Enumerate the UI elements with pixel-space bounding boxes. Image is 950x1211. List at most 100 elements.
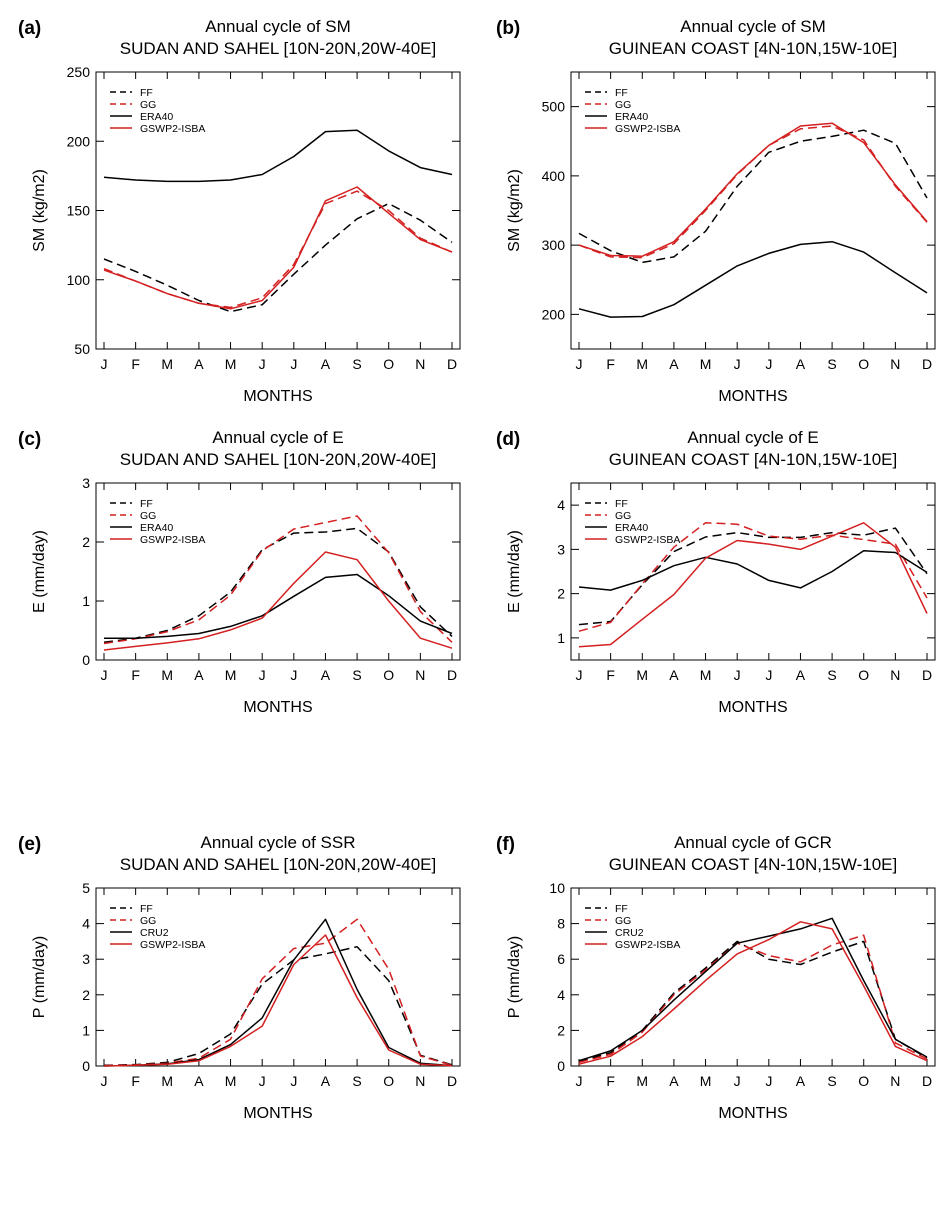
legend-label-gswp2-isba: GSWP2-ISBA — [140, 939, 205, 951]
y-axis-label: E (mm/day) — [506, 530, 523, 613]
x-tick-label: J — [734, 356, 741, 372]
x-tick-label: N — [890, 667, 900, 683]
x-tick-label: M — [700, 667, 712, 683]
x-tick-label: M — [636, 667, 648, 683]
y-axis-label: SM (kg/m2) — [506, 169, 523, 252]
y-tick-label: 2 — [557, 1022, 565, 1038]
x-tick-label: M — [700, 356, 712, 372]
chart-subtitle: SUDAN AND SAHEL [10N-20N,20W-40E] — [120, 855, 437, 874]
chart-title: Annual cycle of E — [212, 428, 343, 447]
x-tick-label: J — [290, 1073, 297, 1089]
x-tick-label: D — [922, 1073, 932, 1089]
y-tick-label: 2 — [82, 987, 90, 1003]
y-tick-label: 50 — [74, 341, 90, 357]
y-tick-label: 200 — [67, 133, 91, 149]
legend-label-ff: FF — [140, 498, 153, 510]
series-line-gg — [103, 515, 453, 645]
x-tick-label: N — [890, 356, 900, 372]
legend-label-gg: GG — [140, 99, 156, 111]
chart-subtitle: GUINEAN COAST [4N-10N,15W-10E] — [609, 450, 897, 469]
x-axis-label: MONTHS — [243, 699, 312, 716]
y-tick-label: 0 — [82, 1058, 90, 1074]
legend-label-gg: GG — [140, 915, 156, 927]
x-tick-label: O — [858, 356, 869, 372]
x-tick-label: A — [669, 356, 679, 372]
x-tick-label: N — [415, 667, 425, 683]
x-tick-label: J — [576, 667, 583, 683]
chart-title: Annual cycle of SSR — [201, 833, 356, 852]
y-tick-label: 3 — [82, 951, 90, 967]
x-tick-label: D — [447, 1073, 457, 1089]
legend-label-cru2: CRU2 — [140, 927, 169, 939]
x-tick-label: M — [225, 356, 237, 372]
series-line-era40 — [578, 549, 928, 591]
x-tick-label: F — [131, 1073, 140, 1089]
y-tick-label: 2 — [82, 534, 90, 550]
series-line-ff — [578, 940, 928, 1063]
y-tick-label: 1 — [82, 1022, 90, 1038]
y-tick-label: 200 — [542, 306, 566, 322]
x-tick-label: F — [606, 356, 615, 372]
x-tick-label: J — [259, 1073, 266, 1089]
x-tick-label: A — [796, 1073, 806, 1089]
x-tick-label: M — [161, 667, 173, 683]
x-tick-label: J — [576, 356, 583, 372]
x-tick-label: J — [765, 1073, 772, 1089]
legend-label-gg: GG — [140, 510, 156, 522]
x-tick-label: A — [796, 356, 806, 372]
chart-subtitle: GUINEAN COAST [4N-10N,15W-10E] — [609, 39, 897, 58]
panel-label: (f) — [496, 834, 515, 855]
series-line-gswp2-isba — [103, 934, 453, 1067]
x-axis-label: MONTHS — [243, 1105, 312, 1122]
y-tick-label: 8 — [557, 916, 565, 932]
x-tick-label: J — [576, 1073, 583, 1089]
legend-label-ff: FF — [615, 498, 628, 510]
x-tick-label: D — [922, 356, 932, 372]
legend-label-ff: FF — [140, 87, 153, 99]
y-tick-label: 2 — [557, 586, 565, 602]
y-axis-label: P (mm/day) — [31, 936, 48, 1018]
y-axis-label: P (mm/day) — [506, 936, 523, 1018]
y-tick-label: 250 — [67, 64, 91, 80]
x-tick-label: O — [858, 1073, 869, 1089]
x-axis-label: MONTHS — [718, 699, 787, 716]
x-tick-label: J — [259, 356, 266, 372]
legend-label-gswp2-isba: GSWP2-ISBA — [615, 123, 680, 135]
series-line-gswp2-isba — [578, 122, 928, 257]
series-line-gswp2-isba — [578, 921, 928, 1065]
x-tick-label: J — [101, 356, 108, 372]
x-tick-label: A — [321, 356, 331, 372]
chart-subtitle: GUINEAN COAST [4N-10N,15W-10E] — [609, 855, 897, 874]
series-line-cru2 — [578, 917, 928, 1062]
y-tick-label: 4 — [557, 497, 565, 513]
y-tick-label: 300 — [542, 237, 566, 253]
plot-frame — [95, 482, 461, 661]
x-tick-label: N — [415, 1073, 425, 1089]
y-axis-label: E (mm/day) — [31, 530, 48, 613]
x-tick-label: J — [290, 667, 297, 683]
x-tick-label: D — [447, 667, 457, 683]
panel-label: (a) — [18, 18, 41, 39]
chart-subtitle: SUDAN AND SAHEL [10N-20N,20W-40E] — [120, 450, 437, 469]
x-tick-label: S — [827, 667, 836, 683]
panel-b: (b) Annual cycle of SM GUINEAN COAST [4N-1… — [496, 17, 936, 405]
series-line-gg — [578, 125, 928, 259]
x-tick-label: D — [447, 356, 457, 372]
x-tick-label: M — [161, 1073, 173, 1089]
y-tick-label: 4 — [82, 916, 90, 932]
legend-label-gswp2-isba: GSWP2-ISBA — [615, 939, 680, 951]
x-tick-label: J — [101, 1073, 108, 1089]
legend-label-gswp2-isba: GSWP2-ISBA — [615, 534, 680, 546]
x-tick-label: S — [827, 1073, 836, 1089]
panel-f: (f) Annual cycle of GCR GUINEAN COAST [4N-… — [496, 833, 936, 1122]
legend-label-era40: ERA40 — [140, 111, 173, 123]
x-tick-label: D — [922, 667, 932, 683]
x-axis-label: MONTHS — [243, 388, 312, 405]
x-tick-label: O — [383, 356, 394, 372]
